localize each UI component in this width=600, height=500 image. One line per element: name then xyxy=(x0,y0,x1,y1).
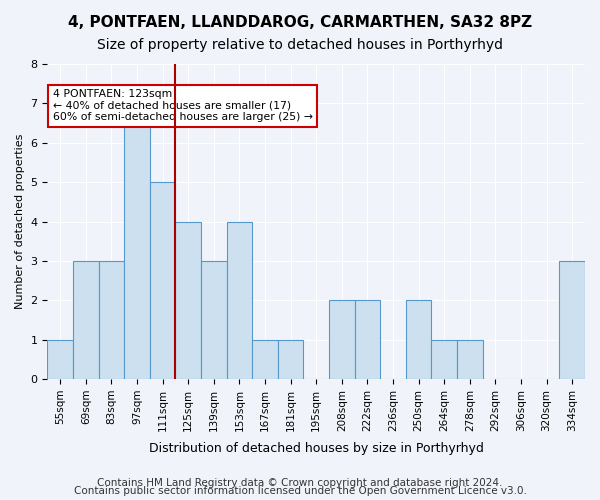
Bar xyxy=(73,261,98,379)
Bar xyxy=(150,182,175,379)
Bar xyxy=(406,300,431,379)
Bar xyxy=(47,340,73,379)
Text: 4 PONTFAEN: 123sqm
← 40% of detached houses are smaller (17)
60% of semi-detache: 4 PONTFAEN: 123sqm ← 40% of detached hou… xyxy=(53,89,313,122)
Y-axis label: Number of detached properties: Number of detached properties xyxy=(15,134,25,309)
Bar xyxy=(201,261,227,379)
Text: Size of property relative to detached houses in Porthyrhyd: Size of property relative to detached ho… xyxy=(97,38,503,52)
Bar xyxy=(329,300,355,379)
Bar xyxy=(355,300,380,379)
Bar xyxy=(227,222,252,379)
Bar xyxy=(175,222,201,379)
Bar xyxy=(457,340,482,379)
Text: Contains HM Land Registry data © Crown copyright and database right 2024.: Contains HM Land Registry data © Crown c… xyxy=(97,478,503,488)
Bar xyxy=(124,104,150,379)
Bar xyxy=(559,261,585,379)
Bar xyxy=(278,340,304,379)
Text: Contains public sector information licensed under the Open Government Licence v3: Contains public sector information licen… xyxy=(74,486,526,496)
Text: 4, PONTFAEN, LLANDDAROG, CARMARTHEN, SA32 8PZ: 4, PONTFAEN, LLANDDAROG, CARMARTHEN, SA3… xyxy=(68,15,532,30)
Bar xyxy=(431,340,457,379)
Bar xyxy=(252,340,278,379)
X-axis label: Distribution of detached houses by size in Porthyrhyd: Distribution of detached houses by size … xyxy=(149,442,484,455)
Bar xyxy=(98,261,124,379)
